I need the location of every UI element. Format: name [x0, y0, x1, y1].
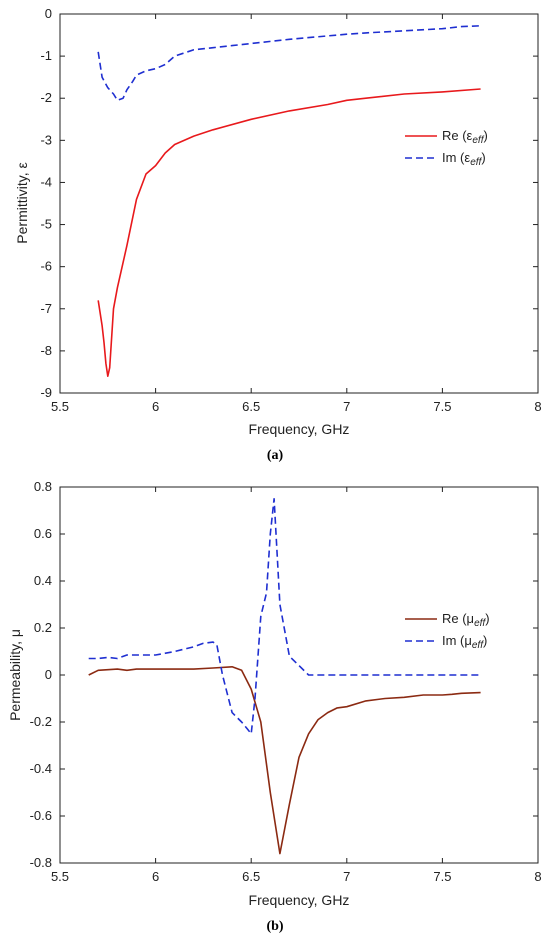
legend-label-sub: eff [474, 618, 486, 629]
legend-label: Im (εeff) [442, 150, 486, 168]
x-ticks: 5.5 6 6.5 7 7.5 8 [51, 487, 542, 884]
y-tick-label: -1 [40, 48, 52, 63]
x-tick-label: 8 [534, 869, 541, 884]
series-line-re [97, 88, 481, 377]
series-line-im [88, 498, 481, 735]
x-tick-label: 5.5 [51, 869, 69, 884]
x-tick-label: 6.5 [242, 869, 260, 884]
legend-label-main: Im (μ [442, 633, 472, 648]
plot-area [59, 13, 539, 394]
legend: Re (εeff)Im (εeff) [405, 128, 488, 168]
x-tick-label: 6.5 [242, 399, 260, 414]
y-tick-label: -4 [40, 174, 52, 189]
y-tick-label: -0.2 [30, 714, 52, 729]
legend-label-sub: eff [472, 135, 484, 146]
legend-label-main: Re (ε [442, 128, 473, 143]
x-tick-label: 7.5 [433, 399, 451, 414]
legend: Re (μeff)Im (μeff) [405, 611, 490, 651]
legend-label: Im (μeff) [442, 633, 487, 651]
legend-label-end: ) [481, 150, 485, 165]
x-tick-label: 5.5 [51, 399, 69, 414]
y-tick-label: -2 [40, 90, 52, 105]
y-tick-label: -0.4 [30, 761, 52, 776]
series-group [97, 25, 481, 377]
y-tick-label: 0.6 [34, 526, 52, 541]
y-tick-label: 0.2 [34, 620, 52, 635]
y-tick-label: -0.6 [30, 808, 52, 823]
series-line-re [88, 666, 481, 855]
plot-area [59, 486, 539, 864]
y-tick-label: -0.8 [30, 855, 52, 870]
legend-label-main: Im (ε [442, 150, 470, 165]
y-tick-label: -9 [40, 385, 52, 400]
y-tick-label: -7 [40, 301, 52, 316]
x-ticks: 5.5 6 6.5 7 7.5 8 [51, 14, 542, 414]
chart-panel-b: 5.5 6 6.5 7 7.5 8 -0.8 -0.6 -0.4 -0.2 0 0.2 0.4 0.6 0… [7, 479, 542, 934]
y-ticks: -0.8 -0.6 -0.4 -0.2 0 0.2 0.4 0.6 0.8 [30, 479, 538, 870]
y-tick-label: -6 [40, 259, 52, 274]
legend-label-main: Re (μ [442, 611, 474, 626]
y-axis-label: Permeability, μ [7, 629, 23, 721]
legend-label-end: ) [483, 633, 487, 648]
caption-a: (a) [267, 448, 284, 463]
legend-label-end: ) [485, 611, 489, 626]
y-tick-label: 0.4 [34, 573, 52, 588]
x-tick-label: 7.5 [433, 869, 451, 884]
y-tick-label: -5 [40, 217, 52, 232]
caption-b: (b) [266, 919, 283, 934]
series-line-im [97, 25, 481, 102]
x-axis-label: Frequency, GHz [249, 421, 350, 437]
x-tick-label: 7 [343, 399, 350, 414]
x-tick-label: 7 [343, 869, 350, 884]
legend-label: Re (μeff) [442, 611, 490, 629]
legend-label-end: ) [483, 128, 487, 143]
x-tick-label: 8 [534, 399, 541, 414]
y-tick-label: -8 [40, 343, 52, 358]
legend-label-sub: eff [470, 157, 482, 168]
y-tick-label: 0.8 [34, 479, 52, 494]
y-ticks: -9 -8 -7 -6 -5 -4 -3 -2 -1 0 [40, 6, 538, 400]
series-group [88, 498, 481, 855]
x-tick-label: 6 [152, 399, 159, 414]
y-tick-label: 0 [45, 6, 52, 21]
chart-panel-a: 5.5 6 6.5 7 7.5 8 -9-8-7-6-5-4-3-2-10 Re (εef… [14, 6, 542, 463]
y-tick-label: -3 [40, 132, 52, 147]
y-axis-label: Permittivity, ε [14, 162, 30, 243]
legend-label: Re (εeff) [442, 128, 488, 146]
x-tick-label: 6 [152, 869, 159, 884]
legend-label-sub: eff [472, 640, 484, 651]
y-tick-label: 0 [45, 667, 52, 682]
x-axis-label: Frequency, GHz [249, 892, 350, 908]
